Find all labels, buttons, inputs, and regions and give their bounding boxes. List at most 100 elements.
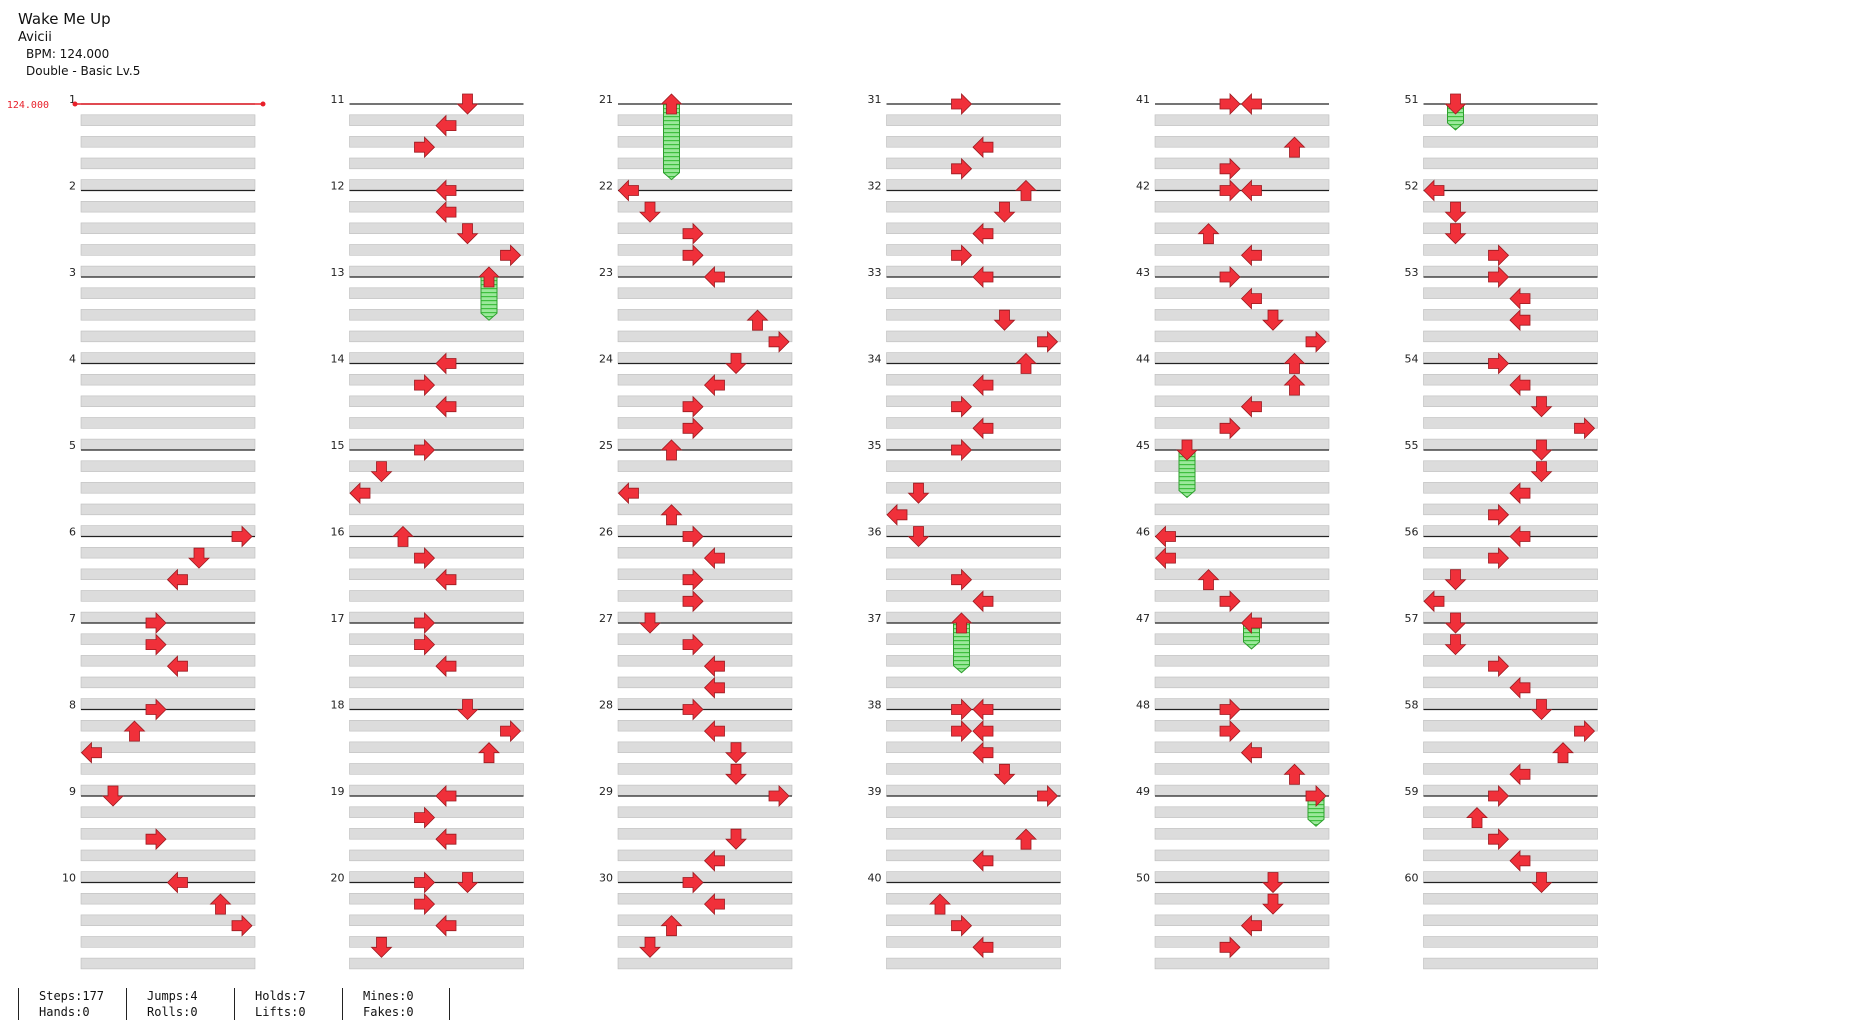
beat-band [1154, 373, 1330, 386]
beat-band [1154, 287, 1330, 299]
beat-band [617, 114, 793, 126]
stat-value: Jumps:4 [147, 989, 198, 1003]
measure-number: 54 [1405, 353, 1419, 366]
measure-number: 6 [69, 526, 76, 539]
beat-band [80, 330, 256, 343]
beat-band [80, 784, 256, 797]
arrow-right-icon [682, 222, 704, 245]
beat-band [1423, 892, 1598, 905]
beat-band [617, 936, 793, 948]
beat-band [886, 892, 1061, 905]
beat-band [886, 849, 1061, 862]
song-title: Wake Me Up [18, 10, 111, 28]
beat-band [886, 936, 1061, 948]
arrow-right-icon [500, 720, 522, 743]
beat-band [349, 244, 524, 256]
bpm-label: BPM: 124.000 [26, 47, 110, 61]
beat-band [80, 892, 256, 905]
beat-band [1154, 395, 1330, 407]
arrow-right-icon [682, 871, 704, 894]
arrow-up-icon [1283, 763, 1306, 785]
arrow-right-icon [145, 828, 167, 851]
arrow-down-icon [1444, 634, 1467, 656]
beat-band [1154, 633, 1330, 645]
arrow-down-icon [1444, 612, 1467, 634]
beat-band [80, 201, 256, 213]
arrow-up-icon [660, 93, 683, 115]
arrow-right-icon [1219, 417, 1241, 440]
arrow-left-icon [972, 720, 994, 743]
beat-band [617, 503, 793, 516]
beat-band [617, 590, 793, 602]
arrow-left-icon [435, 568, 457, 591]
beat-band [886, 525, 1061, 537]
beat-band [349, 655, 524, 667]
arrow-left-icon [435, 914, 457, 937]
beat-band [80, 611, 256, 624]
stat-value: Mines:0 [363, 989, 414, 1003]
beat-band [80, 373, 256, 386]
beat-band [886, 460, 1061, 472]
beat-band [1423, 309, 1598, 321]
measure-number: 29 [599, 785, 613, 798]
beat-band [1423, 460, 1598, 472]
arrow-right-icon [1219, 936, 1241, 959]
arrow-left-icon [1240, 287, 1262, 310]
beat-band [349, 806, 524, 818]
beat-band [1154, 438, 1330, 451]
arrow-up-icon [1283, 352, 1306, 374]
arrow-down-icon [1530, 439, 1553, 461]
beat-band [886, 784, 1061, 797]
measure-number: 4 [69, 353, 76, 366]
beat-band [349, 201, 524, 213]
arrow-down-icon [1530, 396, 1553, 418]
arrow-right-icon [500, 244, 522, 267]
arrow-left-icon [703, 676, 725, 699]
arrow-right-icon [1488, 503, 1510, 526]
beat-band [886, 633, 1061, 645]
beat-band [886, 741, 1061, 754]
beat-band [617, 914, 793, 927]
beat-band [1423, 417, 1598, 429]
arrow-down-icon [907, 526, 930, 548]
beat-band [349, 525, 524, 537]
beat-band [1423, 741, 1598, 754]
arrow-right-icon [1219, 266, 1241, 288]
beat-band [617, 265, 793, 278]
arrow-left-icon [972, 374, 994, 397]
beat-band [886, 611, 1061, 624]
measure-number: 8 [69, 699, 76, 712]
beat-band [1423, 784, 1598, 797]
beat-band [1154, 309, 1330, 321]
beat-band [1154, 784, 1330, 797]
beat-band [1154, 179, 1330, 191]
arrow-right-icon [1037, 330, 1059, 353]
arrow-left-icon [1240, 914, 1262, 937]
bpm-change-label: 124.000 [7, 100, 49, 111]
arrow-left-icon [1154, 525, 1176, 548]
arrow-left-icon [1509, 374, 1531, 397]
measure-number: 12 [331, 180, 345, 193]
arrow-up-icon [1466, 807, 1488, 828]
beat-band [349, 828, 524, 840]
beat-band [1423, 373, 1598, 386]
measure-number: 56 [1405, 526, 1419, 539]
beat-band [1154, 136, 1330, 148]
beat-band [80, 525, 256, 537]
arrow-left-icon [1240, 93, 1262, 115]
measure-number: 46 [1136, 526, 1150, 539]
beat-band [886, 482, 1061, 494]
beat-band [80, 957, 256, 970]
arrow-right-icon [682, 633, 704, 656]
arrow-left-icon [435, 352, 457, 375]
beat-band [80, 914, 256, 927]
arrow-up-icon [1015, 828, 1037, 850]
arrow-right-icon [1305, 330, 1327, 353]
arrow-down-icon [456, 872, 479, 894]
measure-number: 16 [331, 526, 345, 539]
beat-band [886, 438, 1061, 451]
beat-band [1423, 330, 1598, 343]
stat-value: Rolls:0 [147, 1005, 198, 1019]
arrow-left-icon [1509, 482, 1531, 505]
arrow-left-icon [435, 201, 457, 224]
